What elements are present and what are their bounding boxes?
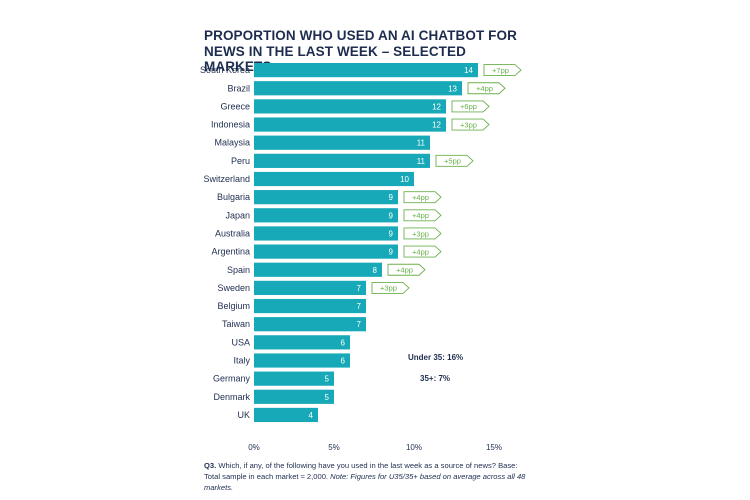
bar xyxy=(254,135,430,150)
x-tick-label: 15% xyxy=(486,443,502,452)
bar xyxy=(254,99,446,114)
change-label: +3pp xyxy=(412,229,429,238)
category-label: UK xyxy=(237,410,250,420)
change-label: +3pp xyxy=(380,284,397,293)
change-label: +5pp xyxy=(444,157,461,166)
change-arrow xyxy=(403,227,442,240)
footnote: Q3. Which, if any, of the following have… xyxy=(204,460,534,493)
annotation-35-plus: 35+: 7% xyxy=(420,374,450,383)
bar-value-label: 8 xyxy=(373,266,378,275)
bar-value-label: 10 xyxy=(400,175,409,184)
change-label: +4pp xyxy=(476,84,493,93)
category-label: Spain xyxy=(227,265,250,275)
change-label: +4pp xyxy=(412,211,429,220)
footnote-note: Note: Figures for U35/35+ based on avera… xyxy=(204,472,526,492)
bar-value-label: 9 xyxy=(389,193,394,202)
category-label: Belgium xyxy=(217,301,250,311)
bar xyxy=(254,262,382,277)
bar-value-label: 9 xyxy=(389,229,394,238)
change-arrow xyxy=(435,154,474,167)
bar-value-label: 14 xyxy=(464,66,473,75)
bar xyxy=(254,153,430,168)
bar xyxy=(254,244,398,259)
x-tick-label: 5% xyxy=(328,443,340,452)
bar-value-label: 12 xyxy=(432,121,441,130)
change-label: +4pp xyxy=(412,247,429,256)
bar-value-label: 5 xyxy=(325,375,330,384)
bar xyxy=(254,63,478,78)
x-tick-label: 0% xyxy=(248,443,260,452)
change-label: +3pp xyxy=(460,120,477,129)
bar xyxy=(254,208,398,223)
bar xyxy=(254,407,318,423)
bar-value-label: 4 xyxy=(309,411,314,420)
category-label: Indonesia xyxy=(211,120,250,130)
category-label: Greece xyxy=(220,101,250,111)
footnote-text: Which, if any, of the following have you… xyxy=(204,461,518,481)
category-label: Denmark xyxy=(213,392,250,402)
category-label: Italy xyxy=(233,356,250,366)
bar xyxy=(254,353,350,368)
bar-value-label: 11 xyxy=(417,139,426,148)
bar-value-label: 5 xyxy=(325,393,330,402)
category-label: Malaysia xyxy=(214,138,250,148)
change-label: +7pp xyxy=(492,66,509,75)
change-arrow xyxy=(403,209,442,222)
bar xyxy=(254,171,414,187)
bar-value-label: 13 xyxy=(448,84,457,93)
category-label: Australia xyxy=(215,228,250,238)
change-arrow xyxy=(371,281,410,294)
category-label: Germany xyxy=(213,374,251,384)
bar xyxy=(254,389,334,404)
category-label: South Korea xyxy=(200,65,250,75)
bar xyxy=(254,371,334,386)
bar xyxy=(254,117,446,132)
category-label: USA xyxy=(231,337,250,347)
change-label: +4pp xyxy=(412,193,429,202)
change-arrow xyxy=(451,100,490,113)
bar-value-label: 7 xyxy=(357,320,362,329)
change-label: +4pp xyxy=(396,266,413,275)
bar xyxy=(254,298,366,314)
category-label: Bulgaria xyxy=(217,192,250,202)
bar xyxy=(254,226,398,241)
change-arrow xyxy=(403,245,442,258)
bar-value-label: 6 xyxy=(341,357,346,366)
change-arrow xyxy=(467,82,506,95)
change-arrow xyxy=(403,191,442,204)
bar-value-label: 9 xyxy=(389,248,394,257)
chart-title: PROPORTION WHO USED AN AI CHATBOT FOR NE… xyxy=(204,28,517,74)
bar-value-label: 7 xyxy=(357,302,362,311)
bar xyxy=(254,335,350,350)
annotation-under-35: Under 35: 16% xyxy=(408,353,463,362)
bar-value-label: 12 xyxy=(432,102,441,111)
change-label: +6pp xyxy=(460,102,477,111)
category-label: Taiwan xyxy=(222,319,250,329)
x-tick-label: 10% xyxy=(406,443,422,452)
bar xyxy=(254,280,366,295)
bar-value-label: 11 xyxy=(417,157,426,166)
category-label: Brazil xyxy=(227,83,250,93)
bar-value-label: 9 xyxy=(389,211,394,220)
change-arrow xyxy=(483,64,522,77)
bar-value-label: 6 xyxy=(341,338,346,347)
category-label: Japan xyxy=(225,210,250,220)
bar xyxy=(254,81,462,96)
bar xyxy=(254,190,398,205)
category-label: Argentina xyxy=(211,247,250,257)
category-label: Switzerland xyxy=(203,174,250,184)
change-arrow xyxy=(451,118,490,131)
category-label: Peru xyxy=(231,156,250,166)
bar xyxy=(254,317,366,332)
category-label: Sweden xyxy=(217,283,250,293)
change-arrow xyxy=(387,263,426,276)
footnote-question-number: Q3. xyxy=(204,461,217,470)
bar-value-label: 7 xyxy=(357,284,362,293)
